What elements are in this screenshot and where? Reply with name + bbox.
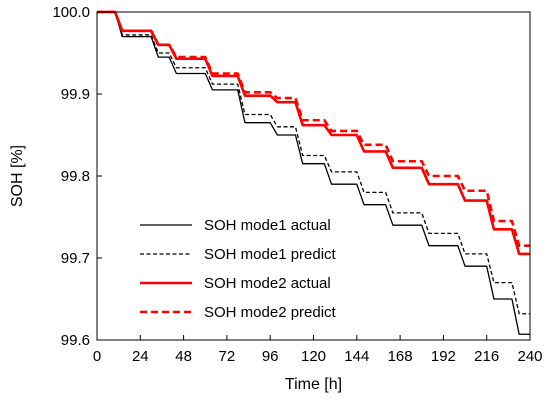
y-tick-label: 99.7 bbox=[61, 250, 90, 267]
x-tick-label: 48 bbox=[175, 348, 192, 365]
legend-label-1: SOH mode1 actual bbox=[204, 217, 331, 234]
y-tick-label: 99.9 bbox=[61, 86, 90, 103]
x-axis: 0 24 48 72 96 120 144 168 192 216 240 bbox=[93, 335, 543, 365]
y-tick-label: 99.8 bbox=[61, 168, 90, 185]
series-layer bbox=[97, 10, 530, 335]
y-axis: 99.6 99.7 99.8 99.9 100.0 bbox=[52, 4, 102, 349]
y-axis-title: SOH [%] bbox=[9, 145, 26, 207]
y-tick-label: 100.0 bbox=[52, 4, 90, 21]
legend-label-4: SOH mode2 predict bbox=[204, 304, 337, 321]
y-tick-label: 99.6 bbox=[61, 332, 90, 349]
x-tick-label: 120 bbox=[301, 348, 326, 365]
legend-label-2: SOH mode1 predict bbox=[204, 246, 337, 263]
x-tick-label: 240 bbox=[517, 348, 542, 365]
x-tick-label: 192 bbox=[431, 348, 456, 365]
series-line-1 bbox=[97, 11, 530, 335]
x-axis-title: Time [h] bbox=[285, 376, 342, 393]
legend: SOH mode1 actual SOH mode1 predict SOH mod… bbox=[140, 217, 337, 321]
x-tick-label: 0 bbox=[93, 348, 101, 365]
x-tick-label: 96 bbox=[262, 348, 279, 365]
series-line-2 bbox=[97, 11, 530, 315]
x-tick-label: 24 bbox=[132, 348, 149, 365]
x-tick-label: 216 bbox=[474, 348, 499, 365]
series-line-4 bbox=[97, 10, 530, 247]
x-tick-label: 72 bbox=[219, 348, 236, 365]
x-tick-label: 168 bbox=[388, 348, 413, 365]
legend-label-3: SOH mode2 actual bbox=[204, 275, 331, 292]
x-tick-label: 144 bbox=[344, 348, 369, 365]
